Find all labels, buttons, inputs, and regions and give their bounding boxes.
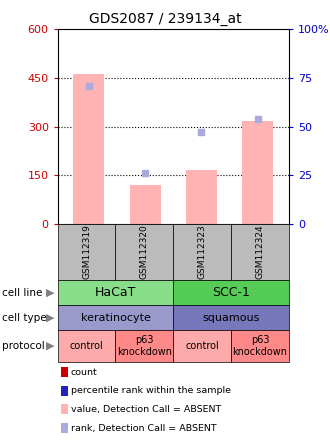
Text: squamous: squamous xyxy=(202,313,260,323)
Text: SCC-1: SCC-1 xyxy=(212,286,250,299)
Text: ▶: ▶ xyxy=(46,313,54,323)
Point xyxy=(255,115,260,122)
Text: value, Detection Call = ABSENT: value, Detection Call = ABSENT xyxy=(71,405,221,414)
Text: keratinocyte: keratinocyte xyxy=(81,313,150,323)
Point xyxy=(143,170,148,177)
Text: p63
knockdown: p63 knockdown xyxy=(117,335,172,357)
Text: GSM112323: GSM112323 xyxy=(198,225,207,279)
Text: cell line: cell line xyxy=(2,288,42,297)
Text: GSM112320: GSM112320 xyxy=(140,225,149,279)
Text: GSM112324: GSM112324 xyxy=(255,225,264,279)
Bar xyxy=(186,170,217,224)
Point xyxy=(86,82,91,89)
Text: percentile rank within the sample: percentile rank within the sample xyxy=(71,386,231,395)
Text: GDS2087 / 239134_at: GDS2087 / 239134_at xyxy=(89,12,241,27)
Text: GSM112319: GSM112319 xyxy=(82,225,91,279)
Text: rank, Detection Call = ABSENT: rank, Detection Call = ABSENT xyxy=(71,424,216,432)
Text: control: control xyxy=(70,341,104,351)
Text: control: control xyxy=(185,341,219,351)
Text: HaCaT: HaCaT xyxy=(95,286,136,299)
Text: cell type: cell type xyxy=(2,313,46,323)
Point xyxy=(199,129,204,136)
Text: count: count xyxy=(71,368,98,377)
Text: p63
knockdown: p63 knockdown xyxy=(232,335,287,357)
Text: ▶: ▶ xyxy=(46,288,54,297)
Bar xyxy=(130,185,161,224)
Bar xyxy=(242,121,273,224)
Text: ▶: ▶ xyxy=(46,341,54,351)
Text: protocol: protocol xyxy=(2,341,45,351)
Bar xyxy=(73,74,104,224)
